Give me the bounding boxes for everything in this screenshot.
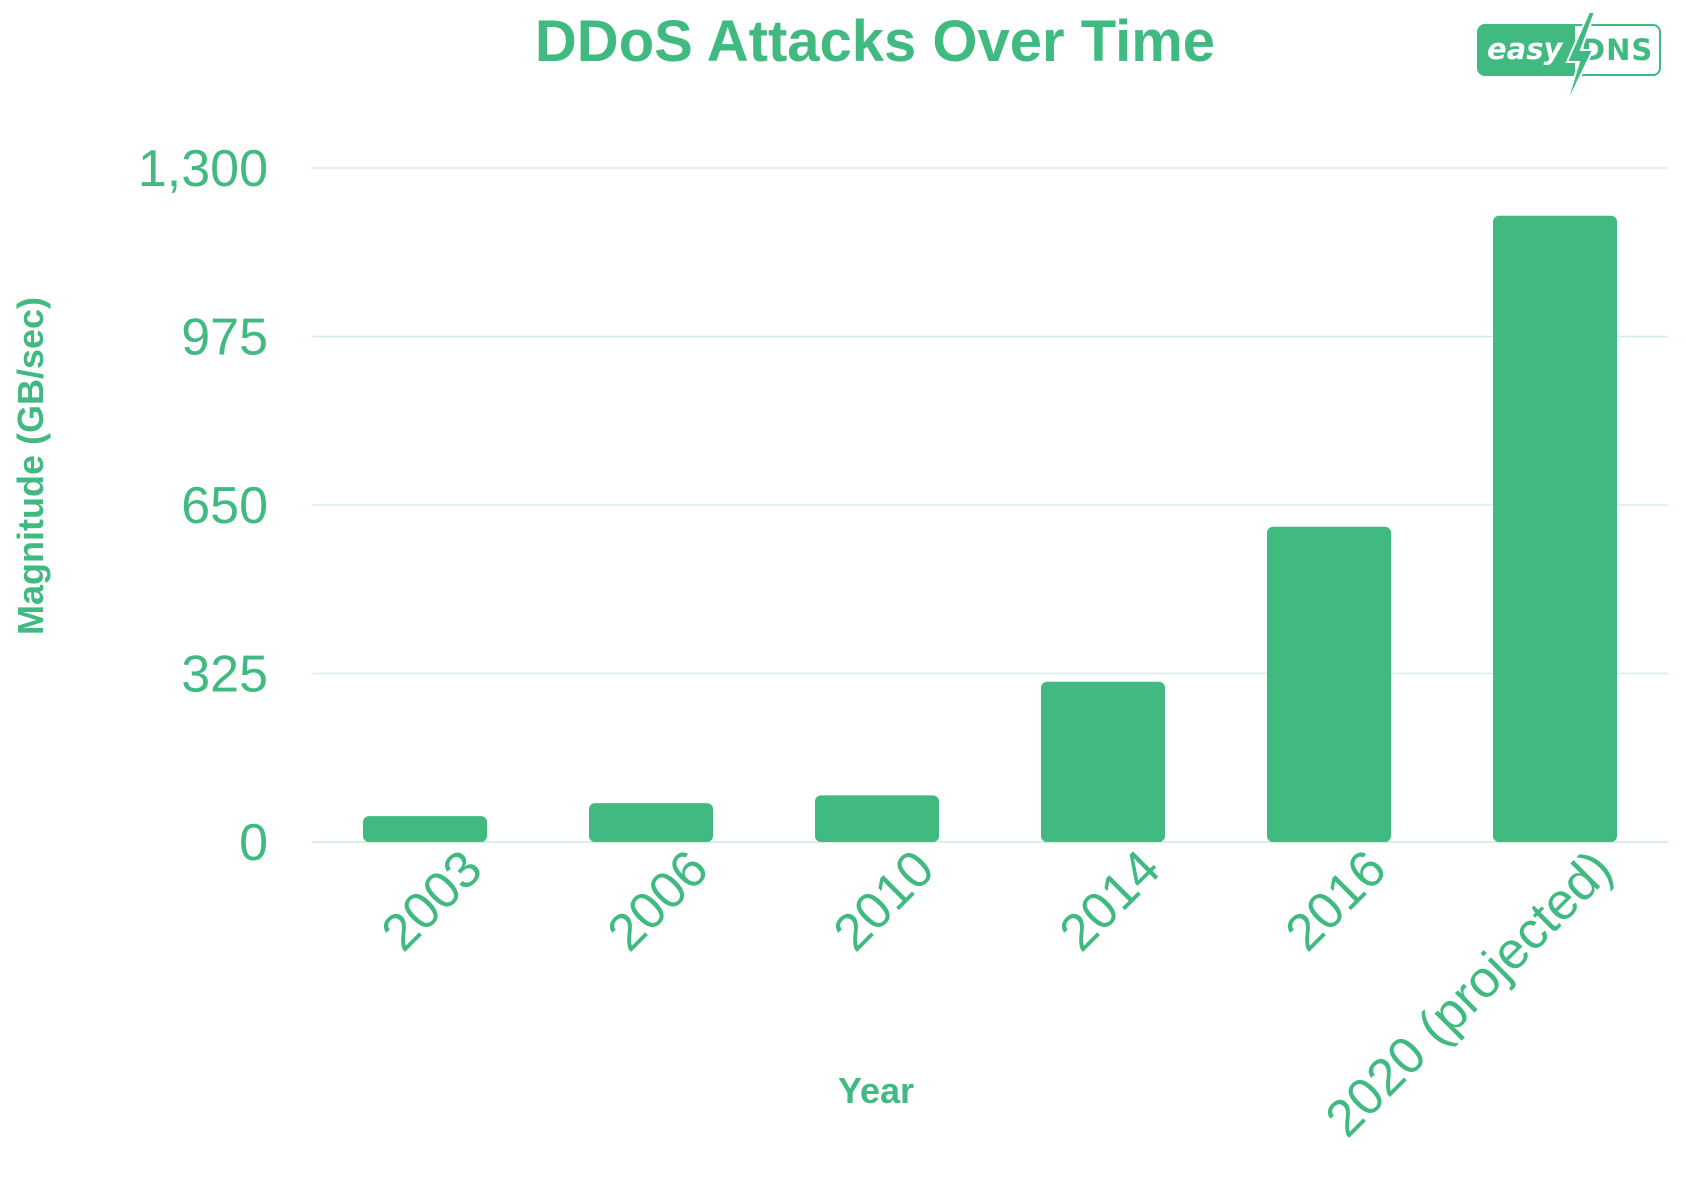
y-tick-label: 975 (181, 309, 268, 367)
lightning-bolt-icon (1564, 11, 1597, 109)
bar-2003 (363, 816, 487, 842)
bars (363, 215, 1617, 842)
y-tick-label: 1,300 (138, 140, 268, 198)
y-tick-label: 0 (239, 814, 268, 872)
y-tick-labels: 0 325 650 975 1,300 (138, 140, 268, 872)
x-tick-label: 2016 (1275, 839, 1398, 962)
bar-2006 (589, 803, 713, 842)
easydns-logo: easy DNS (1477, 11, 1663, 109)
x-tick-label: 2010 (823, 839, 946, 962)
bar-2020 (1493, 215, 1617, 842)
y-axis-label: Magnitude (GB/sec) (10, 296, 51, 636)
bar-2016 (1267, 526, 1391, 842)
y-tick-label: 325 (181, 646, 268, 704)
bar-2014 (1041, 681, 1165, 842)
y-tick-label: 650 (181, 477, 268, 535)
logo-left-block (1477, 24, 1575, 76)
bar-2010 (815, 795, 939, 842)
grid-lines (312, 167, 1668, 843)
x-tick-label: 2006 (597, 839, 720, 962)
x-axis-label: Year (837, 1070, 915, 1111)
logo-easy-text: easy (1487, 32, 1563, 66)
x-tick-label: 2003 (371, 839, 494, 962)
chart-title: DDoS Attacks Over Time (534, 9, 1216, 74)
x-tick-label: 2014 (1049, 839, 1172, 962)
